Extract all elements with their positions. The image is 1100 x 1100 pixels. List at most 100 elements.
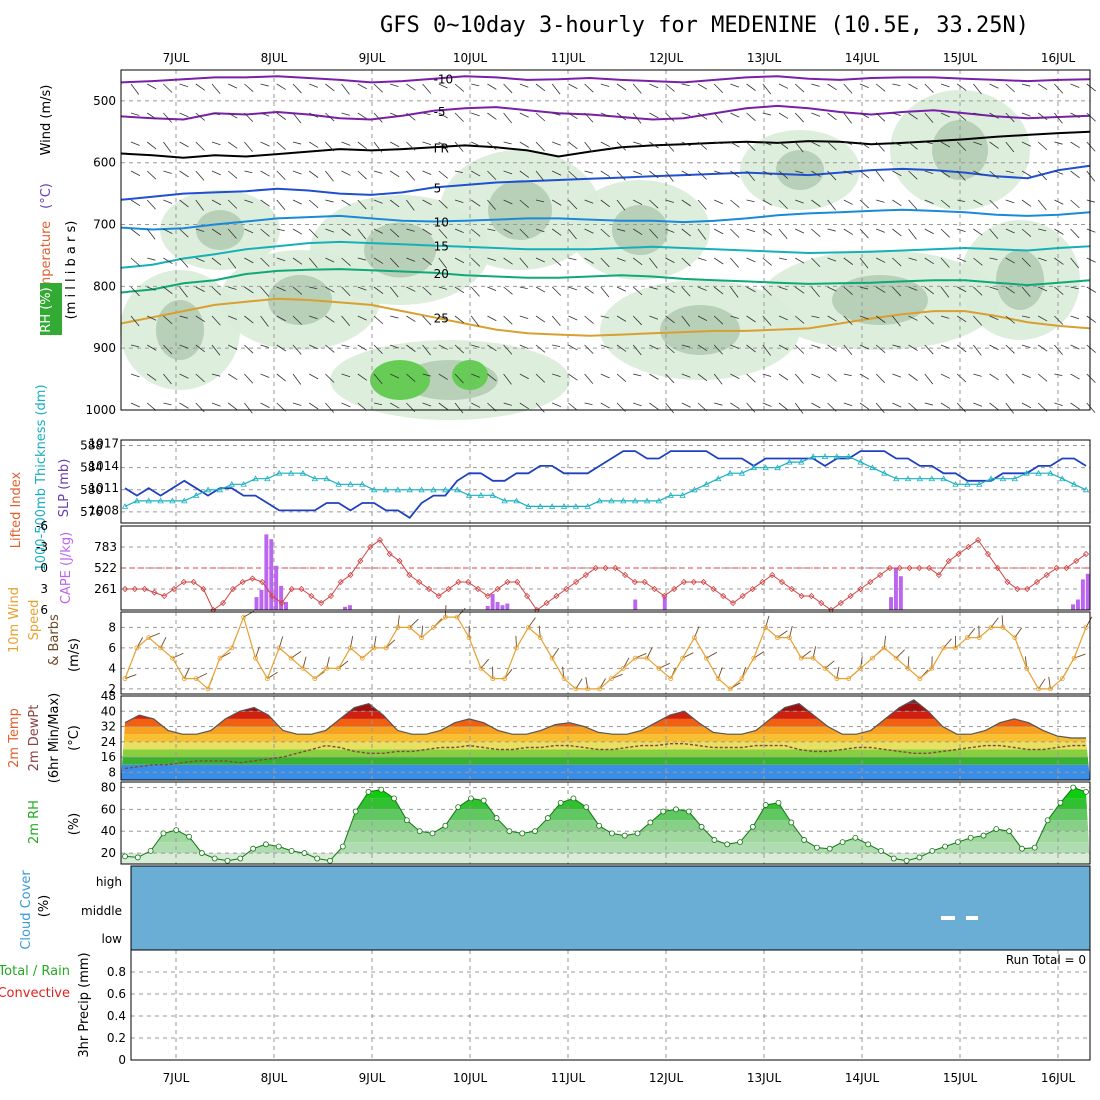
wind-barb [973, 257, 983, 266]
wind-barb [1054, 286, 1064, 295]
y-tick-label: 0.6 [107, 987, 126, 1001]
wind-barb [470, 257, 481, 267]
wind-barb [859, 141, 870, 149]
rh-marker [1044, 817, 1051, 824]
wind-barb [552, 170, 562, 176]
wind-barb [519, 199, 529, 208]
wind-barb [924, 141, 933, 145]
wind-barb [341, 228, 351, 236]
wind-barb [292, 141, 302, 145]
rh-marker [698, 823, 705, 830]
y-tick-label: 1000 [85, 403, 116, 417]
wind-barb [519, 170, 530, 178]
y-tick-label: 4 [108, 661, 116, 675]
wind-marker [170, 655, 175, 661]
rh-marker [1057, 799, 1064, 806]
wind-barb [470, 199, 481, 207]
y-tick-label: 8 [108, 620, 116, 634]
rh-marker [673, 806, 679, 813]
wind-barb [876, 257, 886, 263]
wind-marker [953, 645, 958, 651]
wind-barb [649, 83, 659, 89]
wind-marker [1000, 624, 1006, 630]
rh-marker [916, 854, 923, 861]
cape-bar [284, 601, 288, 610]
wind-barb [487, 83, 497, 90]
wind-barb [908, 286, 918, 291]
wind-barb [146, 141, 157, 150]
wind-barb [244, 257, 254, 264]
wind-barb [568, 373, 578, 381]
rh-marker [275, 843, 282, 850]
y-tick-label: 2 [108, 682, 116, 696]
wind-barb [616, 286, 627, 292]
wind-barb [633, 402, 642, 407]
wind-barb [875, 141, 885, 152]
rh-marker [557, 799, 564, 806]
wind-barb [827, 257, 837, 262]
rh-marker [967, 834, 974, 841]
wind-barb [649, 257, 658, 269]
wind-barb [260, 112, 270, 117]
panel-cape-li: -6 -3 0 3 6 261 522 783 CAPE (J/kg) Lifted Index [9, 471, 1091, 617]
ylabel-thickness: 1000-500mb Thickness (dm) [34, 384, 49, 571]
wind-barb [1037, 373, 1048, 382]
wind-barb [616, 170, 626, 181]
wind-marker [786, 635, 792, 641]
rh-shade-dark [996, 250, 1044, 310]
wind-barb [1005, 257, 1015, 264]
rh-shade-dark [196, 210, 244, 250]
wind-marker [537, 635, 543, 641]
wind-marker [893, 655, 899, 661]
li-marker [563, 585, 570, 593]
wind-barb [616, 257, 626, 262]
wind-barb [535, 112, 546, 122]
wind-barb [373, 257, 384, 264]
wind-marker [359, 655, 365, 661]
cape-bar [274, 565, 279, 610]
wind-barb [794, 112, 804, 123]
wind-barb [422, 228, 432, 236]
thickness-line [124, 456, 1087, 507]
wind-barb [633, 170, 643, 175]
wind-marker [585, 686, 591, 692]
wind-barb [341, 402, 351, 408]
wind-barb [454, 286, 465, 294]
wind-barb [762, 373, 772, 377]
temp-band [121, 757, 1090, 765]
wind-barb [244, 112, 254, 123]
wind-barb [1054, 199, 1064, 205]
wind-barb [195, 141, 205, 151]
li-marker [396, 557, 403, 565]
wind-barb [746, 141, 756, 152]
wind-barb [454, 373, 464, 384]
wind-barb [843, 141, 853, 145]
wind-barb [535, 286, 546, 293]
wind-barb [649, 141, 659, 149]
wind-barb [811, 170, 821, 177]
wind-barb [211, 228, 222, 236]
wind-barb [892, 315, 901, 327]
wind-barb [940, 286, 950, 298]
wind-marker [158, 645, 163, 651]
wind-barb [843, 170, 853, 175]
wind-barb [406, 170, 416, 181]
wind-barb [487, 344, 497, 352]
isotherm-line [120, 130, 1091, 159]
wind-barb [811, 83, 820, 87]
wind-marker [1012, 635, 1018, 641]
date-label-top: 10JUL [453, 51, 488, 65]
wind-barb [778, 315, 788, 321]
wind-marker [1048, 686, 1053, 692]
y-tick-label: -3 [36, 540, 48, 554]
ylabel-ms: (m/s) [67, 638, 82, 672]
wind-barb [714, 402, 723, 406]
wind-barb [535, 83, 546, 92]
wind-barb [195, 373, 205, 383]
isotherm-label: 5 [434, 181, 442, 195]
li-marker [926, 564, 933, 572]
y-tick-label: 783 [94, 540, 117, 554]
wind-barb [276, 373, 286, 382]
cape-bar [893, 568, 898, 610]
wind-barb [422, 286, 432, 296]
